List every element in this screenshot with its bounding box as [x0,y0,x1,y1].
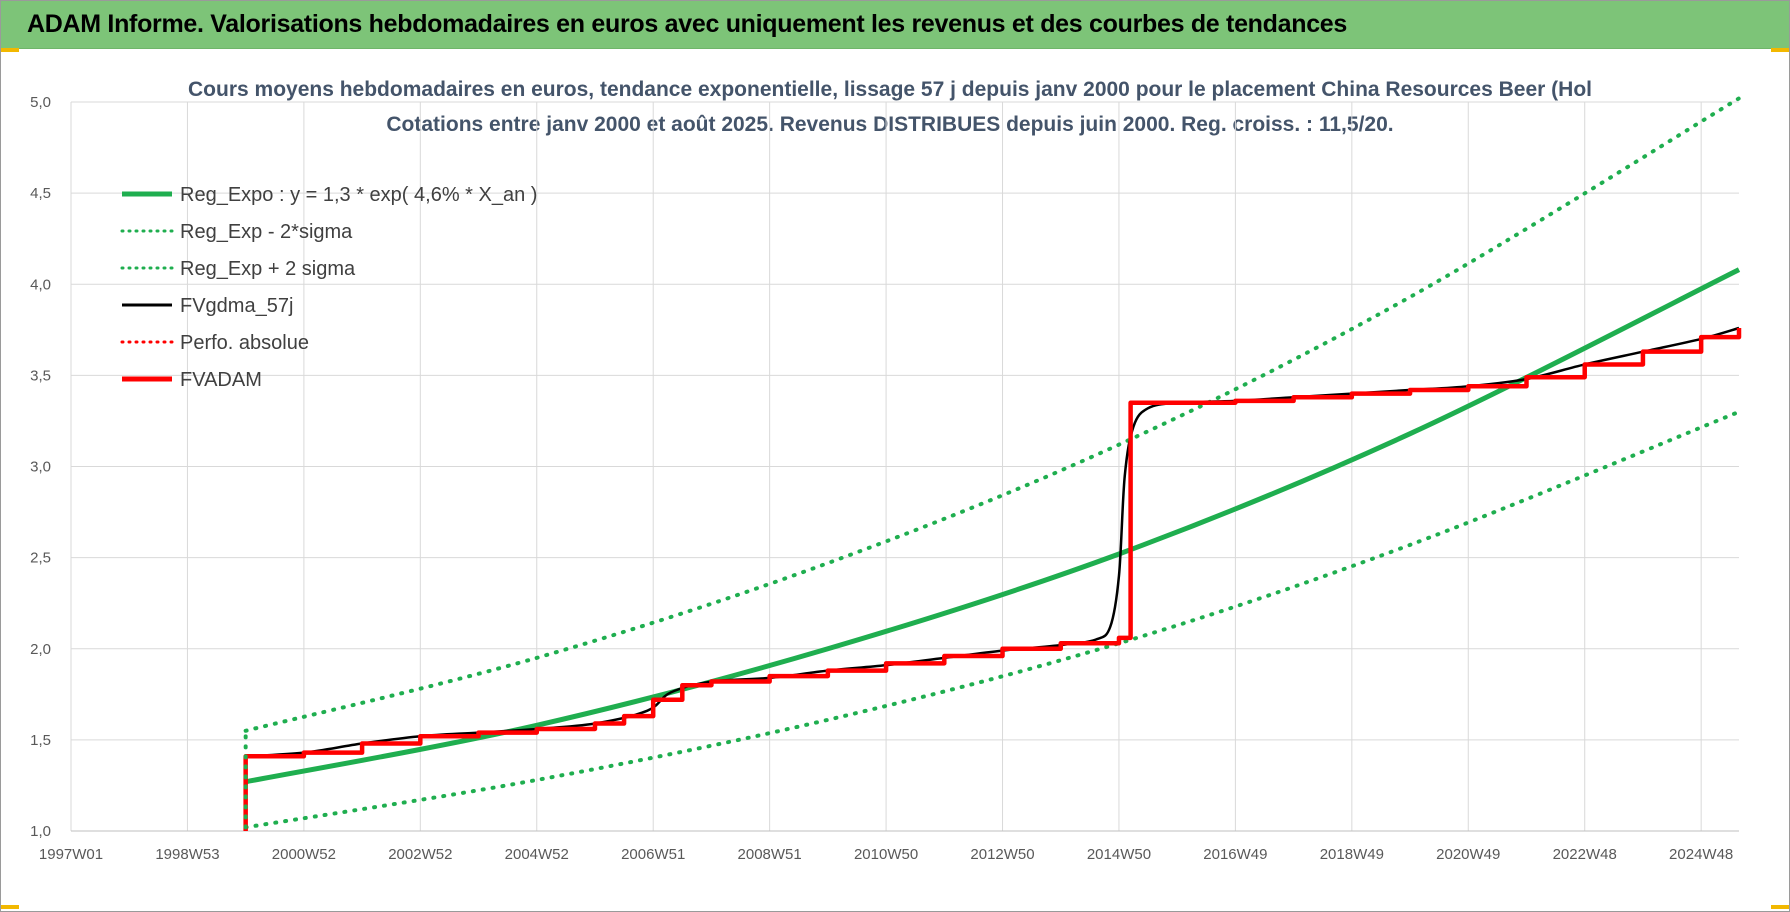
legend-label-2: Reg_Exp + 2 sigma [180,258,356,280]
chart-grid [70,101,1739,832]
x-tick-label: 2004W52 [505,846,569,863]
x-tick-label: 1998W53 [155,846,219,863]
x-tick-label: 2018W49 [1320,846,1384,863]
x-tick-label: 2010W50 [854,846,918,863]
x-axis: 1997W01 1998W53 2000W52 2002W52 2004W52 2006W… [39,830,1739,863]
series-line-2 [243,96,1741,733]
legend-label-0: Reg_Expo : y = 1,3 * exp( 4,6% * X_an ) [180,184,537,206]
y-tick-label: 2,5 [30,550,51,567]
corner-marker-top-left [1,48,19,52]
series-line-1 [243,409,1741,830]
y-tick-label: 1,0 [30,823,51,840]
chart-title: Cours moyens hebdomadaires en euros, ten… [188,78,1592,101]
x-tick-label: 2022W48 [1553,846,1617,863]
x-tick-label: 2016W49 [1203,846,1267,863]
x-tick-label: 2012W50 [970,846,1034,863]
y-tick-label: 5,0 [30,94,51,111]
y-tick-label: 2,0 [30,641,51,658]
y-axis: 1,0 1,5 2,0 2,5 3,0 3,5 4,0 4,5 5,0 [30,94,51,840]
y-tick-label: 3,5 [30,367,51,384]
report-banner-title: ADAM Informe. Valorisations hebdomadaire… [27,10,1348,38]
x-tick-label: 2000W52 [272,846,336,863]
chart-legend: Reg_Expo : y = 1,3 * exp( 4,6% * X_an ) R… [120,184,537,391]
corner-marker-bottom-left [1,905,19,909]
x-tick-label: 1997W01 [39,846,103,863]
y-tick-label: 3,0 [30,459,51,476]
legend-label-5: FVADAM [180,369,262,391]
series-line-0 [245,267,1741,785]
y-tick-label: 4,0 [30,276,51,293]
series-line-3 [245,326,1740,758]
legend-label-4: Perfo. absolue [180,332,309,354]
x-tick-label: 2008W51 [738,846,802,863]
x-tick-label: 2024W48 [1669,846,1733,863]
legend-label-1: Reg_Exp - 2*sigma [180,221,353,243]
series-line-5 [243,327,1742,831]
y-tick-label: 4,5 [30,185,51,202]
y-tick-label: 1,5 [30,732,51,749]
corner-marker-top-right [1771,48,1789,52]
x-tick-label: 2014W50 [1087,846,1151,863]
chart-subtitle: Cotations entre janv 2000 et août 2025. … [386,113,1393,136]
x-tick-label: 2020W49 [1436,846,1500,863]
corner-marker-bottom-right [1771,905,1789,909]
chart-series [243,96,1742,831]
legend-label-3: FVgdma_57j [180,295,293,317]
x-tick-label: 2006W51 [621,846,685,863]
report-banner: ADAM Informe. Valorisations hebdomadaire… [1,1,1789,49]
x-tick-label: 2002W52 [388,846,452,863]
